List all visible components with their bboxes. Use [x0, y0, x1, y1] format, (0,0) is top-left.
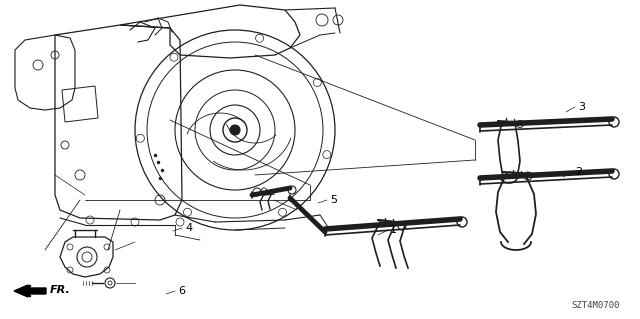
Text: FR.: FR.: [50, 285, 71, 295]
Text: 6: 6: [178, 286, 185, 296]
Text: 5: 5: [330, 195, 337, 205]
Text: SZT4M0700: SZT4M0700: [572, 301, 620, 310]
Text: 3: 3: [578, 102, 585, 112]
Text: 1: 1: [390, 225, 397, 235]
Text: 4: 4: [185, 223, 192, 233]
FancyArrow shape: [14, 285, 46, 297]
Text: 2: 2: [575, 167, 582, 177]
Circle shape: [230, 125, 240, 135]
